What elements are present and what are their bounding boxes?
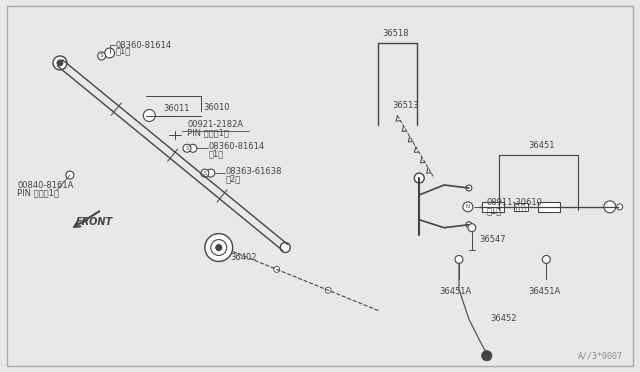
Text: 36518: 36518 [383,29,409,38]
Text: （2）: （2） [226,174,241,183]
Text: （1）: （1） [209,150,224,159]
Circle shape [325,287,331,293]
Text: PIN ピン（1）: PIN ピン（1） [17,189,59,198]
Circle shape [468,224,476,232]
Circle shape [104,48,115,58]
Circle shape [207,169,215,177]
Text: 00840-8161A: 00840-8161A [17,180,74,189]
Text: 36451A: 36451A [439,287,471,296]
Text: S: S [204,171,207,176]
Circle shape [98,52,106,60]
Circle shape [542,256,550,263]
Circle shape [604,201,616,213]
Text: 08360-81614: 08360-81614 [116,41,172,49]
Circle shape [466,185,472,191]
Text: 36010: 36010 [203,103,229,112]
Circle shape [66,171,74,179]
Circle shape [414,173,424,183]
Text: 36452: 36452 [491,314,517,324]
Text: 36547: 36547 [479,235,506,244]
Circle shape [183,144,191,152]
Text: PIN ピン（1）: PIN ピン（1） [187,128,229,137]
Text: S: S [100,54,104,58]
Text: A//3*0007: A//3*0007 [578,352,623,361]
Bar [482,202,504,212]
Text: 36011: 36011 [163,104,189,113]
Text: （1）: （1） [487,206,502,215]
Text: FRONT: FRONT [76,217,113,227]
Text: 36451A: 36451A [529,287,561,296]
Text: 36513: 36513 [392,101,419,110]
Text: N: N [466,204,470,209]
Bar [513,203,529,211]
Circle shape [274,266,280,272]
Circle shape [463,202,473,212]
Circle shape [205,234,233,262]
Circle shape [143,110,156,122]
Text: 36451: 36451 [529,141,555,150]
Circle shape [466,222,472,228]
Text: 08911-30610: 08911-30610 [487,198,543,207]
Circle shape [280,243,290,253]
Text: 00921-2182A: 00921-2182A [187,120,243,129]
Circle shape [57,60,63,66]
Circle shape [482,351,492,361]
Circle shape [617,204,623,210]
Text: （1）: （1） [116,46,131,55]
Text: 36402: 36402 [230,253,257,262]
Circle shape [189,144,197,152]
Circle shape [455,256,463,263]
Text: 08363-61638: 08363-61638 [226,167,282,176]
Bar [538,202,560,212]
Circle shape [53,56,67,70]
Circle shape [211,240,227,256]
Text: 08360-81614: 08360-81614 [209,142,265,151]
Text: S: S [186,146,189,151]
Circle shape [216,244,221,250]
Circle shape [201,169,209,177]
